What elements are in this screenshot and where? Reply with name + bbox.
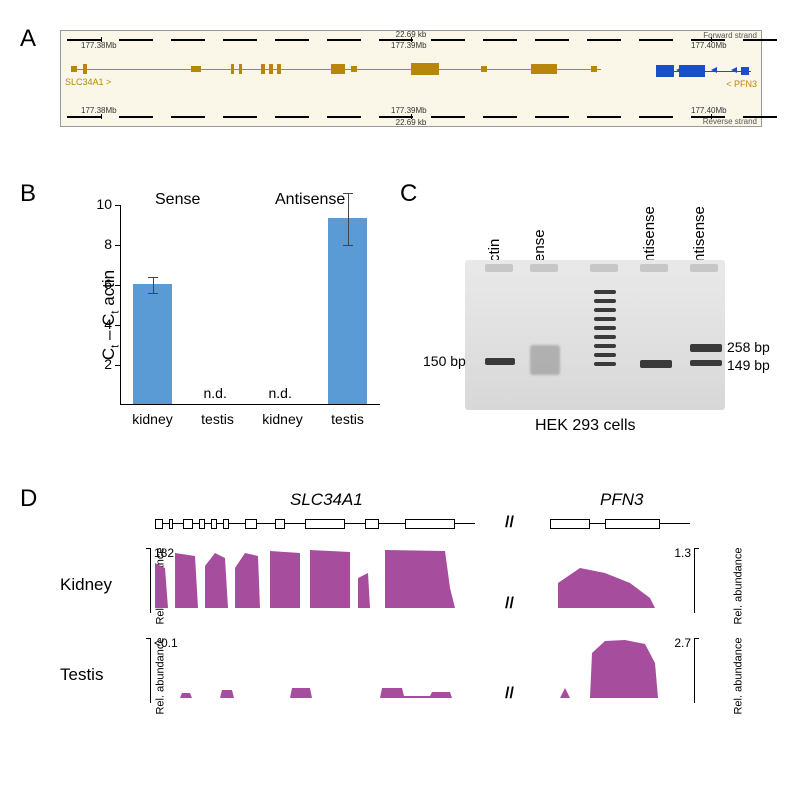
slc-gene-model: [155, 516, 475, 532]
slc-exon: [411, 63, 439, 75]
tissue-testis: Testis: [60, 665, 103, 685]
slc-exon: [71, 66, 77, 72]
panel-label-a: A: [20, 25, 36, 53]
testis-slc-track: <0.1: [150, 638, 480, 703]
slc-exon: [239, 64, 242, 74]
gel-band: [485, 358, 515, 365]
gap-slash-testis: //: [505, 685, 514, 703]
figure-root: A B C D 22.69 kb 177.38Mb177.39Mb177.40M…: [20, 20, 769, 771]
gel-band: [594, 344, 616, 348]
gel-image: ActinSenseMAntisenseAntisense 150 bp 258…: [415, 185, 770, 445]
y-tick-label: 8: [90, 236, 112, 252]
panel-label-d: D: [20, 485, 37, 513]
size-258bp: 258 bp: [727, 339, 770, 355]
pfn-gene-name: < PFN3: [726, 79, 757, 89]
gel-band: [690, 360, 722, 366]
slc-exon: [531, 64, 557, 74]
size-149bp: 149 bp: [727, 357, 770, 373]
slc-exon: [231, 64, 234, 74]
kidney-pfn-svg: [550, 548, 695, 613]
gene-slc-header: SLC34A1: [290, 490, 363, 510]
bar: [133, 284, 172, 404]
reverse-strand-label: Reverse strand: [703, 117, 757, 126]
testis-slc-svg: [150, 638, 480, 703]
pfn-exon: [741, 67, 749, 75]
gene-pfn-header: PFN3: [600, 490, 643, 510]
gel-band: [594, 308, 616, 312]
size-150bp: 150 bp: [423, 353, 466, 369]
x-category-label: testis: [323, 411, 373, 427]
x-category-label: kidney: [258, 411, 308, 427]
y-tick-label: 4: [90, 316, 112, 332]
gel-band: [640, 360, 672, 368]
gel-band: [594, 290, 616, 294]
rel-abund-right-testis: Rel. abundance: [733, 637, 745, 714]
x-category-label: kidney: [128, 411, 178, 427]
nd-label: n.d.: [269, 385, 292, 401]
group-sense: Sense: [155, 191, 200, 209]
gel-band: [594, 317, 616, 321]
y-tick-label: 6: [90, 276, 112, 292]
x-axis: [120, 404, 380, 405]
y-tick-label: 10: [90, 196, 112, 212]
gene-track: SLC34A1 > < PFN3: [61, 57, 761, 97]
gel-band: [594, 362, 616, 366]
panel-label-b: B: [20, 180, 36, 208]
gap-slash-kidney: //: [505, 595, 514, 613]
slc-exon: [83, 64, 87, 74]
tissue-kidney: Kidney: [60, 575, 112, 595]
gel-band: [530, 345, 560, 375]
x-category-label: testis: [193, 411, 243, 427]
slc-exon: [481, 66, 487, 72]
ruler-tick-label: 177.38Mb: [81, 106, 117, 115]
gel-band: [594, 326, 616, 330]
gel-band: [594, 335, 616, 339]
cell-line-label: HEK 293 cells: [535, 417, 636, 435]
ruler-tick-label: 177.40Mb: [691, 41, 727, 50]
slc-exon: [277, 64, 281, 74]
forward-strand-label: Forward strand: [703, 31, 757, 40]
slc-exon: [191, 66, 201, 72]
rel-abund-right-kidney: Rel. abundance: [733, 547, 745, 624]
ruler-top: 177.38Mb 177.39Mb 177.40Mb: [61, 31, 761, 49]
ruler-tick-label: 177.39Mb: [391, 41, 427, 50]
kidney-slc-track: 182: [150, 548, 480, 613]
gel-box: [465, 260, 725, 410]
slc-exon: [351, 66, 357, 72]
ruler-tick-label: 177.40Mb: [691, 106, 727, 115]
gel-band: [594, 353, 616, 357]
slc-exon: [331, 64, 345, 74]
kidney-slc-svg: [150, 548, 480, 613]
testis-pfn-svg: [550, 638, 695, 703]
kidney-pfn-track: 1.3: [550, 548, 695, 613]
slc-exon: [261, 64, 265, 74]
pfn-gene-model: [550, 516, 690, 532]
slc-exon: [269, 64, 273, 74]
bar-chart: Ct – Ct actin 246810 Sense Antisense n.d…: [60, 185, 390, 445]
nd-label: n.d.: [204, 385, 227, 401]
ruler-tick-label: 177.39Mb: [391, 106, 427, 115]
gel-band: [594, 299, 616, 303]
pfn-exon: [679, 65, 705, 77]
y-tick-label: 2: [90, 356, 112, 372]
slc-gene-name: SLC34A1 >: [65, 77, 111, 87]
group-antisense: Antisense: [275, 191, 345, 209]
gel-band: [690, 344, 722, 352]
ruler-tick-label: 177.38Mb: [81, 41, 117, 50]
y-axis: [120, 205, 121, 405]
pfn-exon: [656, 65, 674, 77]
genome-browser-track: 22.69 kb 177.38Mb 177.39Mb 177.40Mb Forwar…: [60, 30, 762, 127]
scale-label-bot: 22.69 kb: [396, 118, 427, 127]
testis-pfn-track: 2.7: [550, 638, 695, 703]
coverage-tracks: SLC34A1 PFN3 // Kidney Rel. abundance 18…: [60, 490, 760, 760]
slc-exon: [591, 66, 597, 72]
